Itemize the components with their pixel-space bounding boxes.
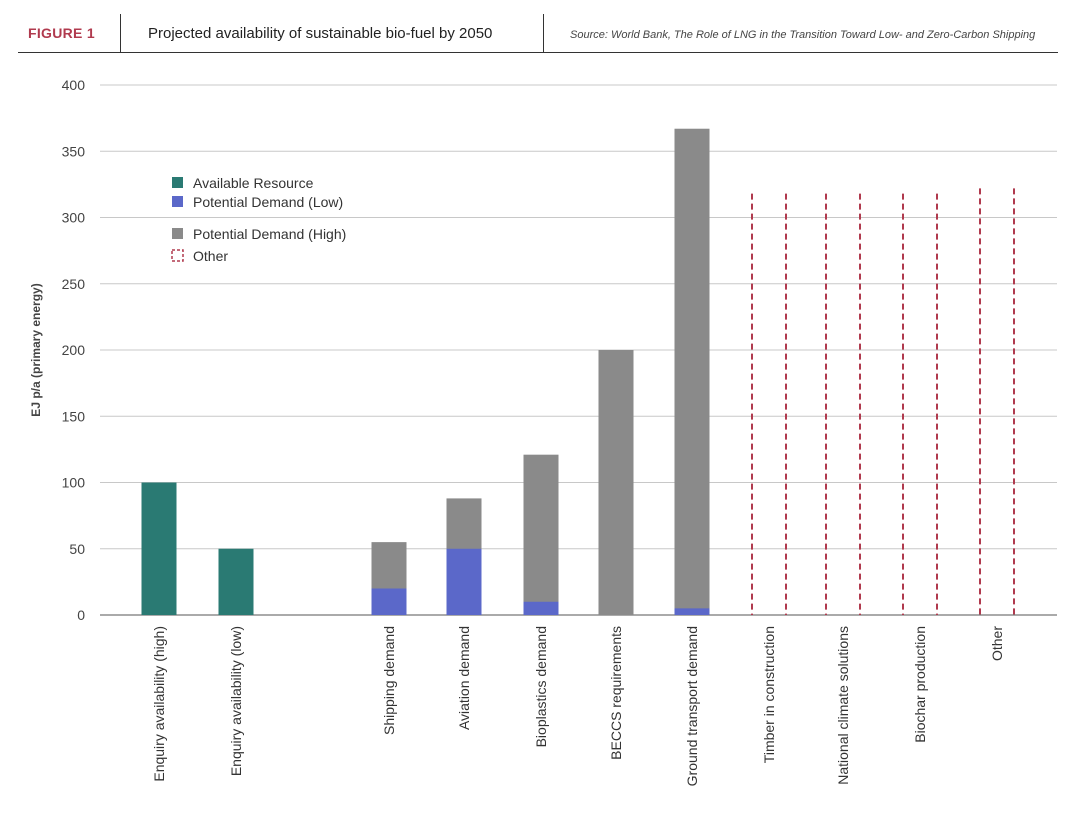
- figure-header: FIGURE 1 Projected availability of susta…: [0, 0, 1077, 52]
- x-category-label: National climate solutions: [835, 626, 851, 785]
- x-category-label: Biochar production: [912, 626, 928, 743]
- x-category-label: Other: [989, 626, 1005, 661]
- bars: [141, 128, 1015, 615]
- header-separator: [543, 14, 544, 52]
- x-axis-categories: Enquiry availability (high) Enquiry avail…: [151, 626, 1005, 787]
- bar-demand-high: [523, 454, 559, 615]
- header-separator: [120, 14, 121, 52]
- legend-swatch: [172, 177, 183, 188]
- y-axis-ticks: 0 50 100 150 200 250 300 350 400: [62, 77, 86, 623]
- y-tick-label: 150: [62, 408, 86, 424]
- figure-title: Projected availability of sustainable bi…: [148, 25, 493, 42]
- legend-swatch: [172, 228, 183, 239]
- x-category-label: Enquiry availability (low): [228, 626, 244, 776]
- x-category-label: Timber in construction: [761, 626, 777, 763]
- x-category-label: BECCS requirements: [608, 626, 624, 760]
- x-category-label: Bioplastics demand: [533, 626, 549, 747]
- bar-demand-low: [674, 608, 710, 615]
- y-tick-label: 100: [62, 475, 86, 491]
- x-category-label: Shipping demand: [381, 626, 397, 735]
- bar-demand-low: [371, 588, 407, 615]
- legend-label: Potential Demand (Low): [193, 194, 343, 210]
- y-tick-label: 300: [62, 210, 86, 226]
- bar-available-resource: [141, 482, 177, 615]
- legend: Available Resource Potential Demand (Low)…: [171, 175, 346, 264]
- legend-label: Other: [193, 248, 228, 264]
- y-tick-label: 0: [77, 607, 85, 623]
- legend-label: Available Resource: [193, 175, 314, 191]
- bar-available-resource: [218, 548, 254, 615]
- y-tick-label: 200: [62, 342, 86, 358]
- legend-swatch-other: [171, 249, 184, 262]
- figure-source: Source: World Bank, The Role of LNG in t…: [570, 29, 1036, 41]
- bar-demand-high: [674, 128, 710, 615]
- y-tick-label: 250: [62, 276, 86, 292]
- x-category-label: Enquiry availability (high): [151, 626, 167, 782]
- legend-label: Potential Demand (High): [193, 226, 346, 242]
- bar-demand-low: [446, 548, 482, 615]
- y-axis-label: EJ p/a (primary energy): [29, 283, 43, 416]
- x-category-label: Ground transport demand: [684, 626, 700, 786]
- bar-demand-high: [598, 350, 634, 615]
- x-category-label: Aviation demand: [456, 626, 472, 730]
- y-tick-label: 50: [69, 541, 85, 557]
- legend-swatch: [172, 196, 183, 207]
- y-tick-label: 400: [62, 77, 86, 93]
- bar-demand-low: [523, 601, 559, 615]
- y-tick-label: 350: [62, 143, 86, 159]
- figure-label: FIGURE 1: [28, 25, 95, 41]
- header-rule: [18, 52, 1058, 53]
- gridlines: [100, 84, 1057, 616]
